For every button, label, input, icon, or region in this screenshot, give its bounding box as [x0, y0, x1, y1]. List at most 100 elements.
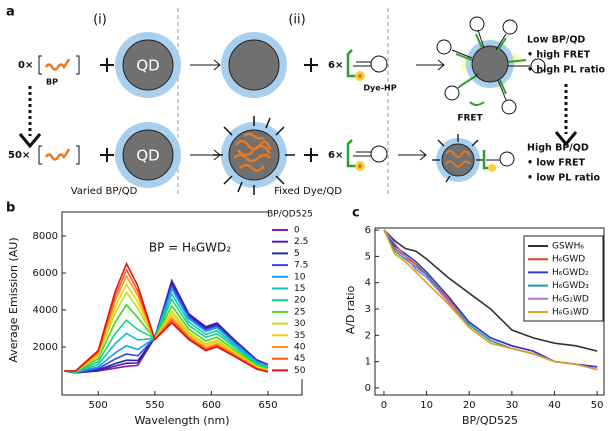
count-label: 6× — [328, 150, 343, 161]
legend-label: 25 — [294, 307, 305, 317]
y-tick-label: 0 — [365, 383, 371, 394]
x-tick-label: 50 — [591, 400, 604, 411]
y-tick-label: 1 — [365, 357, 371, 368]
plot-area — [64, 261, 302, 379]
y-tick-label: 5 — [365, 251, 371, 262]
legend-label: 35 — [294, 331, 305, 341]
x-tick-label: 600 — [202, 400, 221, 411]
plus — [304, 58, 318, 72]
legend-label: H₆GWD₃ — [552, 281, 589, 291]
arrow — [190, 59, 221, 71]
series-line — [64, 286, 302, 376]
qd-label: QD — [136, 57, 159, 75]
legend-label: H₆G₂WD — [552, 294, 589, 304]
legend-label: 7.5 — [294, 261, 308, 271]
plot-frame — [374, 227, 605, 396]
plus — [100, 148, 114, 162]
x-axis-label: BP/QD525 — [462, 414, 518, 427]
legend-label: 10 — [294, 272, 306, 282]
annotation: BP = H₆GWD₂ — [149, 241, 231, 255]
trend-arrow — [554, 131, 578, 147]
step-label: (ii) — [288, 13, 305, 28]
x-tick-label: 30 — [506, 400, 519, 411]
legend-label: 2.5 — [294, 237, 308, 247]
y-tick-label: 8000 — [33, 231, 58, 242]
x-tick-label: 0 — [381, 400, 387, 411]
legend-title: BP/QD525 — [267, 210, 313, 220]
x-tick-label: 650 — [258, 400, 277, 411]
outcome-item: • high PL ratio — [527, 65, 605, 76]
caption: Varied BP/QD — [71, 186, 138, 197]
legend-box — [268, 207, 304, 379]
fret-complex — [436, 16, 546, 115]
legend-label: 15 — [294, 284, 305, 294]
bracket — [38, 55, 80, 75]
outcome-item: • high FRET — [527, 50, 591, 61]
outcome-item: • low FRET — [527, 158, 586, 169]
x-tick-label: 500 — [89, 400, 108, 411]
outcome-title: High BP/QD — [527, 143, 589, 154]
arrow — [398, 149, 427, 161]
outcome-item: • low PL ratio — [527, 173, 600, 184]
qd-label: QD — [136, 147, 159, 165]
series-line — [64, 290, 302, 378]
qd-bp-conjugate — [213, 116, 295, 195]
legend-label: 5 — [294, 249, 300, 259]
series-line — [64, 303, 302, 377]
y-tick-label: 2 — [365, 330, 371, 341]
x-tick-label: 10 — [420, 400, 433, 411]
plus — [304, 148, 318, 162]
x-tick-label: 20 — [463, 400, 476, 411]
y-tick-label: 4 — [365, 278, 371, 289]
y-tick-label: 4000 — [33, 305, 58, 316]
qd-core — [122, 39, 174, 91]
y-tick-label: 3 — [365, 304, 371, 315]
legend-label: 30 — [294, 319, 306, 329]
dye-hp — [346, 49, 388, 81]
plus — [100, 58, 114, 72]
count-label: 0× — [18, 60, 33, 71]
series-line — [64, 297, 302, 377]
outcome-title: Low BP/QD — [527, 35, 585, 46]
legend-label: GSWH₆ — [552, 242, 584, 252]
legend-label: H₆GWD₂ — [552, 268, 589, 278]
step-label: (i) — [93, 13, 107, 28]
panel-label: a — [6, 5, 15, 20]
series-line — [383, 229, 598, 352]
legend-label: 50 — [294, 366, 306, 376]
y-tick-label: 2000 — [33, 342, 58, 353]
x-tick-label: 550 — [145, 400, 164, 411]
legend-label: 0 — [294, 226, 300, 236]
qd-core — [122, 129, 174, 181]
schematic: a (i) (ii) 0× BP QD 6× Dye-HP — [6, 5, 605, 198]
y-tick-label: 6 — [365, 225, 371, 236]
fret-label: FRET — [457, 114, 483, 124]
legend-label: H₆G₃WD — [552, 308, 589, 318]
y-tick-label: 6000 — [33, 268, 58, 279]
bracket — [38, 145, 80, 165]
y-axis-label: Average Emission (AU) — [7, 237, 20, 362]
x-tick-label: 40 — [548, 400, 561, 411]
panel-label: b — [6, 201, 15, 216]
x-axis-label: Wavelength (nm) — [134, 414, 229, 427]
bp-label: BP — [46, 78, 58, 87]
dye-hp — [346, 139, 388, 171]
y-axis-label: A/D ratio — [344, 285, 357, 334]
legend-label: H₆GWD — [552, 255, 585, 265]
series-line — [64, 261, 302, 379]
count-label: 6× — [328, 60, 343, 71]
arrow — [416, 59, 445, 71]
trend-arrow — [18, 133, 42, 149]
plot-area — [383, 229, 598, 371]
series-line — [64, 292, 302, 376]
low-fret-complex — [432, 134, 515, 183]
legend-label: 20 — [294, 296, 306, 306]
bp-peptide — [44, 148, 71, 161]
qd-core — [228, 39, 280, 91]
count-label: 50× — [8, 150, 30, 161]
caption: Fixed Dye/QD — [274, 186, 342, 197]
dye-label: Dye-HP — [363, 84, 396, 93]
bp-peptide — [44, 58, 71, 71]
legend-label: 40 — [294, 343, 306, 353]
